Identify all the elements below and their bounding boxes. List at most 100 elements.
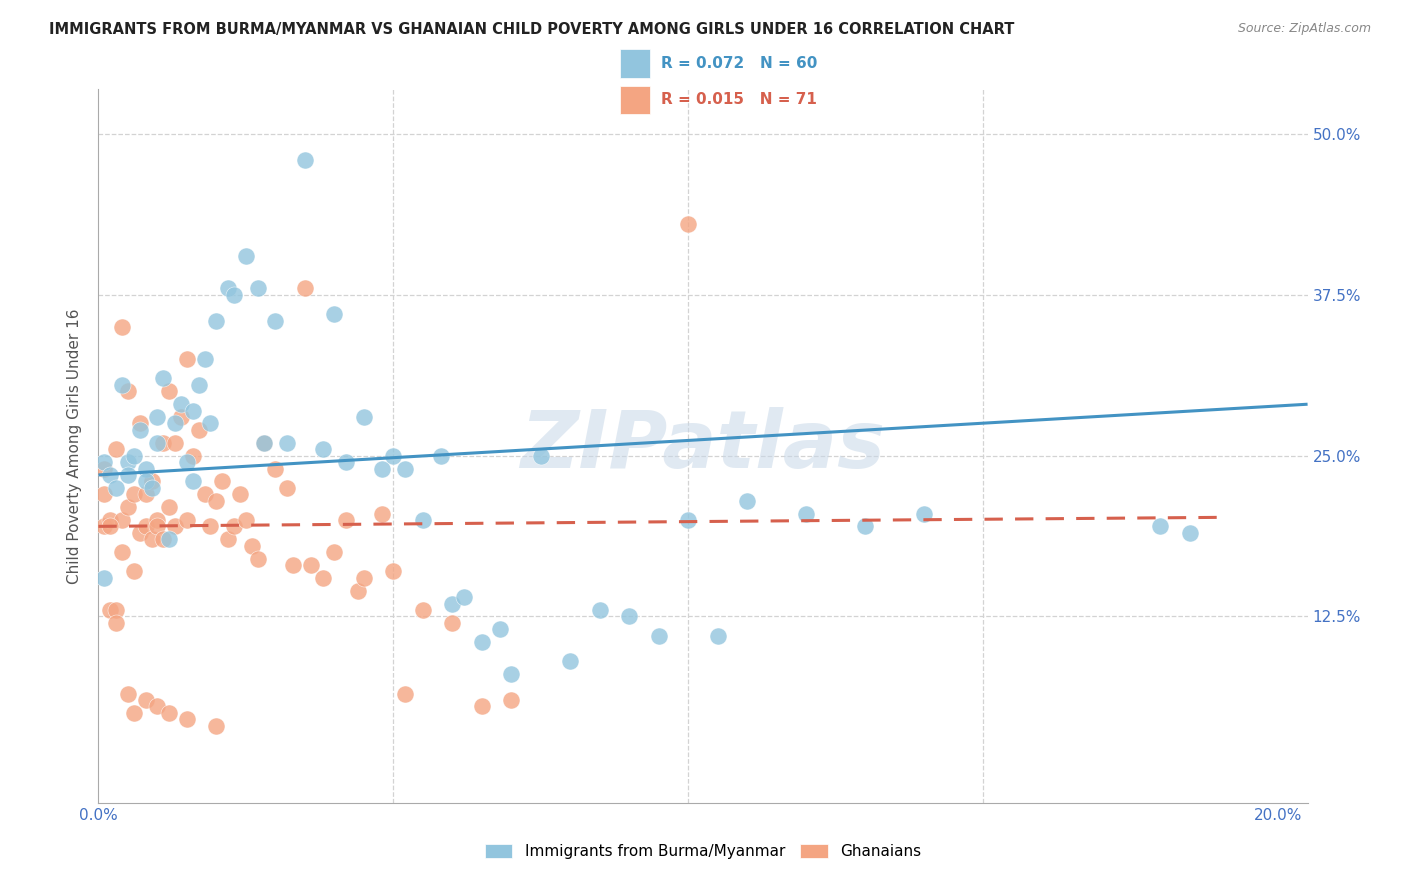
Point xyxy=(157,384,180,399)
Point xyxy=(246,551,269,566)
Point xyxy=(235,513,257,527)
Point xyxy=(648,629,671,643)
Text: ZIPatlas: ZIPatlas xyxy=(520,407,886,485)
Point xyxy=(294,153,316,167)
Point xyxy=(211,475,233,489)
Point xyxy=(98,513,121,527)
Point xyxy=(187,423,209,437)
Point xyxy=(252,435,274,450)
Point xyxy=(501,667,523,681)
Point xyxy=(141,533,163,547)
Bar xyxy=(620,86,651,114)
Point xyxy=(311,571,333,585)
Text: Source: ZipAtlas.com: Source: ZipAtlas.com xyxy=(1237,22,1371,36)
Point xyxy=(135,461,157,475)
Point xyxy=(205,719,228,733)
Point xyxy=(678,513,700,527)
Point xyxy=(146,513,169,527)
Point xyxy=(229,487,252,501)
Point xyxy=(176,712,198,726)
Point xyxy=(187,378,209,392)
Text: R = 0.015   N = 71: R = 0.015 N = 71 xyxy=(661,93,817,107)
Point xyxy=(122,706,145,720)
Text: R = 0.072   N = 60: R = 0.072 N = 60 xyxy=(661,56,817,71)
Point xyxy=(165,435,187,450)
Bar xyxy=(620,49,651,78)
Point xyxy=(912,507,935,521)
Point xyxy=(441,615,464,630)
Point xyxy=(222,519,245,533)
Point xyxy=(111,378,134,392)
Point xyxy=(93,571,115,585)
Point xyxy=(205,493,228,508)
Point xyxy=(235,249,257,263)
Point xyxy=(170,410,193,425)
Point xyxy=(370,507,392,521)
Point xyxy=(141,475,163,489)
Point xyxy=(323,307,346,321)
Point xyxy=(217,533,239,547)
Point xyxy=(146,410,169,425)
Point xyxy=(217,281,239,295)
Point xyxy=(111,513,134,527)
Point xyxy=(170,397,193,411)
Point xyxy=(157,500,180,514)
Point xyxy=(429,449,451,463)
Point xyxy=(135,475,157,489)
Point xyxy=(264,461,287,475)
Point xyxy=(117,467,139,482)
Point xyxy=(353,410,375,425)
Point xyxy=(117,500,139,514)
Point xyxy=(735,493,758,508)
Y-axis label: Child Poverty Among Girls Under 16: Child Poverty Among Girls Under 16 xyxy=(67,309,83,583)
Point xyxy=(176,352,198,367)
Point xyxy=(135,519,157,533)
Point xyxy=(276,435,298,450)
Point xyxy=(122,487,145,501)
Point xyxy=(98,467,121,482)
Point xyxy=(176,513,198,527)
Text: IMMIGRANTS FROM BURMA/MYANMAR VS GHANAIAN CHILD POVERTY AMONG GIRLS UNDER 16 COR: IMMIGRANTS FROM BURMA/MYANMAR VS GHANAIA… xyxy=(49,22,1015,37)
Point xyxy=(412,513,434,527)
Point xyxy=(311,442,333,457)
Point xyxy=(441,597,464,611)
Point xyxy=(560,654,582,668)
Point xyxy=(335,455,357,469)
Point xyxy=(105,481,128,495)
Point xyxy=(294,281,316,295)
Point xyxy=(93,461,115,475)
Point xyxy=(117,686,139,700)
Point xyxy=(471,699,494,714)
Point xyxy=(194,487,217,501)
Point xyxy=(706,629,728,643)
Point xyxy=(165,519,187,533)
Point xyxy=(205,313,228,327)
Point xyxy=(382,449,405,463)
Point xyxy=(181,449,204,463)
Point xyxy=(453,590,475,604)
Point xyxy=(105,603,128,617)
Point xyxy=(93,519,115,533)
Point xyxy=(323,545,346,559)
Point xyxy=(135,693,157,707)
Point xyxy=(335,513,357,527)
Point xyxy=(117,384,139,399)
Point xyxy=(501,693,523,707)
Point xyxy=(240,539,263,553)
Point xyxy=(276,481,298,495)
Point xyxy=(98,519,121,533)
Point xyxy=(128,525,150,540)
Point xyxy=(111,545,134,559)
Point xyxy=(146,435,169,450)
Point xyxy=(157,533,180,547)
Point xyxy=(98,603,121,617)
Point xyxy=(181,403,204,417)
Point xyxy=(353,571,375,585)
Point xyxy=(794,507,817,521)
Point xyxy=(1149,519,1171,533)
Point xyxy=(264,313,287,327)
Point xyxy=(93,487,115,501)
Point xyxy=(146,699,169,714)
Point xyxy=(152,371,174,385)
Point xyxy=(299,558,322,572)
